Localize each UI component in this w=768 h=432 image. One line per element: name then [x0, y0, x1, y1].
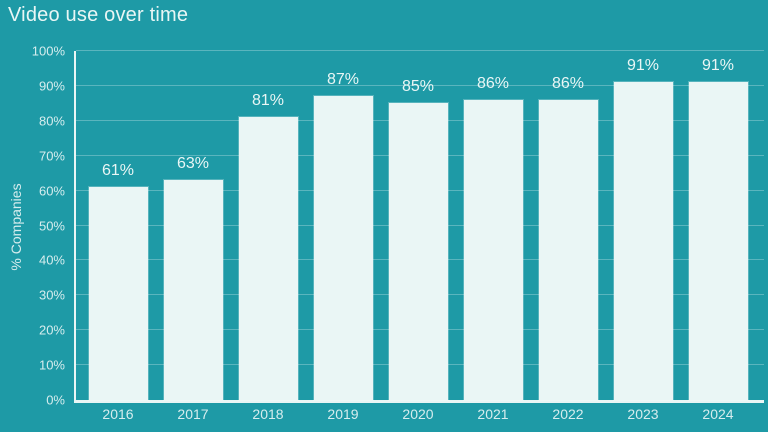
y-axis-title: % Companies [8, 183, 24, 271]
y-tick-label-30: 30% [38, 287, 65, 303]
gridline-100 [76, 50, 764, 51]
x-tick-label-2023: 2023 [627, 406, 659, 422]
x-tick-label-2019: 2019 [327, 406, 359, 422]
y-tick-label-50: 50% [38, 218, 65, 233]
y-tick-label-100: 100% [31, 43, 65, 59]
bar-value-label-2021: 86% [476, 74, 510, 92]
bar-value-label-2023: 91% [626, 57, 660, 75]
y-tick-label-80: 80% [38, 113, 65, 129]
bar-2016 [88, 187, 148, 400]
gridline-90 [76, 84, 764, 86]
y-tick-label-70: 70% [38, 148, 65, 164]
bar-value-label-2019: 87% [326, 71, 360, 89]
plot-area: 0% 10% 20% 30% 40% 50% 60% 70% 80% 90% 100% 61% 2016… [32, 45, 764, 422]
bar-2024 [688, 82, 748, 400]
bar-2021 [463, 99, 523, 400]
bar-2020 [388, 103, 448, 400]
bar-2018 [238, 117, 298, 400]
chart-title: Video use over time [8, 4, 189, 26]
bar-value-label-2022: 86% [551, 74, 585, 92]
y-tick-label-90: 90% [38, 78, 65, 94]
bar-value-label-2024: 91% [701, 57, 735, 75]
bar-2022 [538, 99, 598, 400]
x-tick-label-2016: 2016 [102, 406, 134, 422]
bar-value-label-2017: 63% [176, 155, 210, 173]
bar-2023 [613, 82, 673, 400]
x-tick-label-2017: 2017 [177, 406, 209, 422]
bar-2019 [313, 96, 373, 400]
bar-value-label-2016: 61% [101, 162, 135, 180]
x-tick-label-2020: 2020 [402, 406, 434, 422]
bar-value-label-2020: 85% [401, 78, 435, 96]
y-tick-label-60: 60% [38, 183, 65, 199]
y-tick-label-40: 40% [38, 252, 65, 268]
y-tick-label-0: 0% [46, 392, 65, 408]
x-tick-label-2021: 2021 [477, 406, 509, 422]
bar-2017 [163, 180, 223, 400]
x-tick-label-2022: 2022 [552, 406, 584, 422]
x-tick-label-2024: 2024 [702, 406, 734, 422]
bar-value-label-2018: 81% [251, 92, 285, 110]
y-tick-label-20: 20% [38, 322, 65, 338]
y-tick-label-10: 10% [38, 357, 65, 373]
x-tick-label-2018: 2018 [252, 406, 284, 422]
